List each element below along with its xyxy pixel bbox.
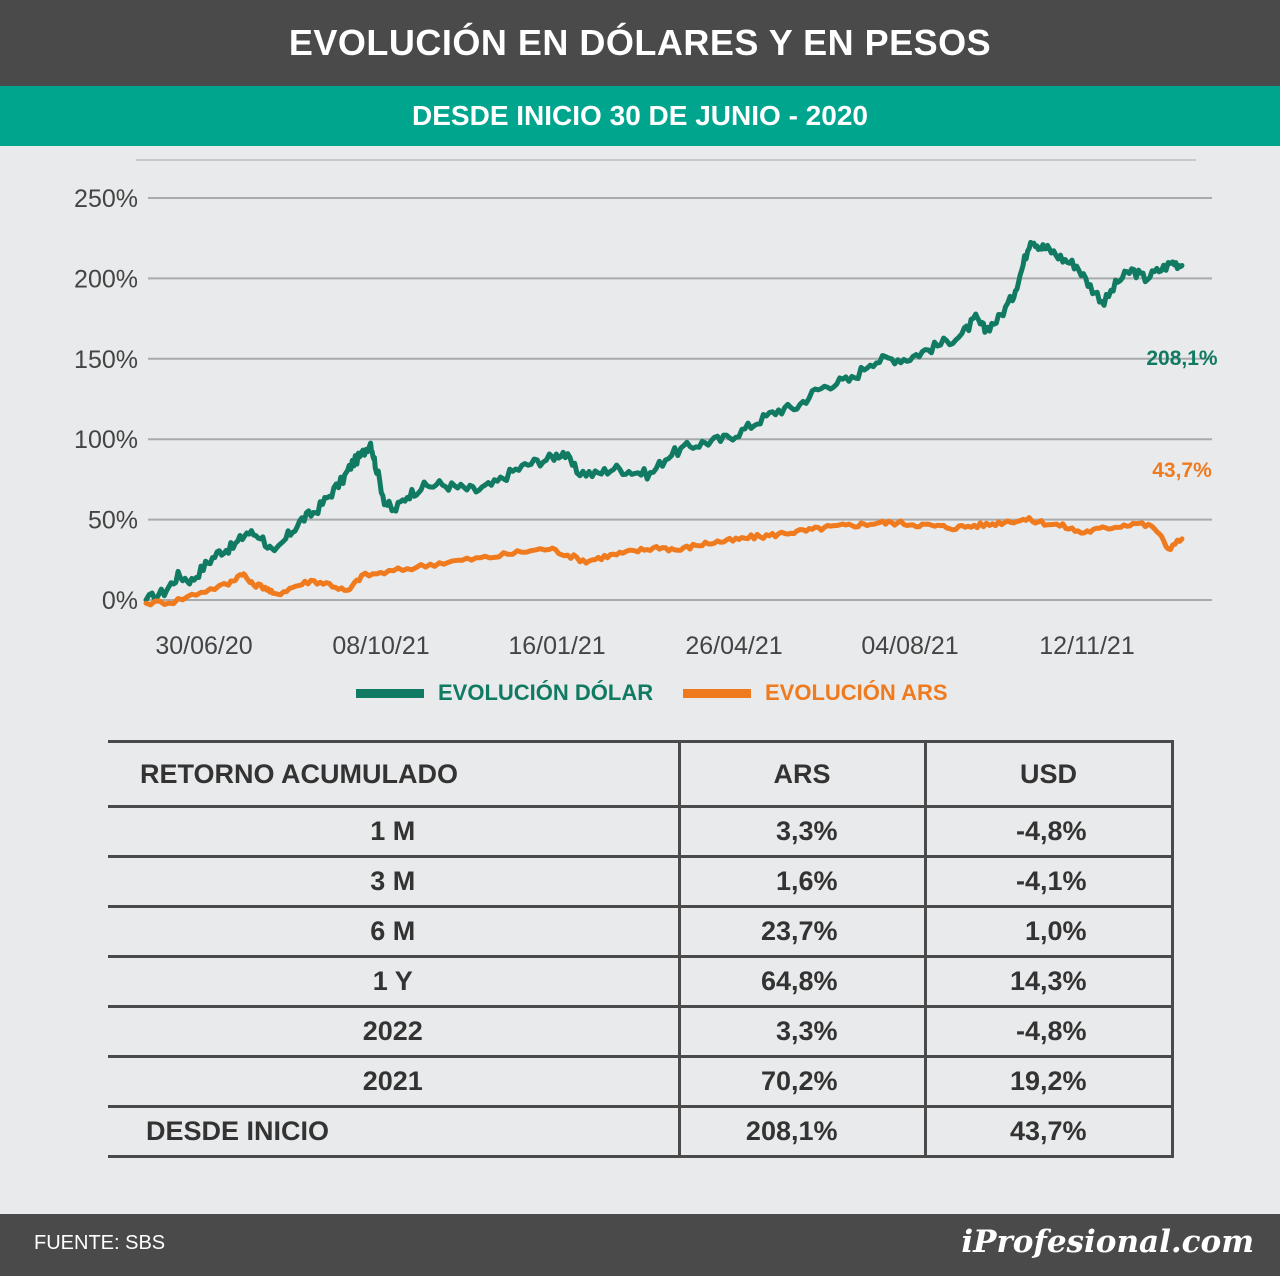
legend-item-ars: EVOLUCIÓN ARS xyxy=(683,680,948,706)
x-tick-label: 26/04/21 xyxy=(685,632,782,660)
row-ars: 1,6% xyxy=(679,855,927,908)
x-tick-label: 12/11/21 xyxy=(1039,632,1134,660)
table-row: 2021 70,2% 19,2% xyxy=(108,1055,1174,1108)
row-ars: 23,7% xyxy=(679,905,927,958)
chart-subtitle: DESDE INICIO 30 DE JUNIO - 2020 xyxy=(0,86,1280,146)
row-label: 6 M xyxy=(108,905,681,958)
table-row: 1 Y 64,8% 14,3% xyxy=(108,955,1174,1008)
row-label: 1 M xyxy=(108,805,681,858)
table-row: DESDE INICIO 208,1% 43,7% xyxy=(108,1105,1174,1158)
header-retorno: RETORNO ACUMULADO xyxy=(108,740,681,808)
y-tick-label: 200% xyxy=(74,265,138,293)
row-label: 1 Y xyxy=(108,955,681,1008)
end-label-usd: 208,1% xyxy=(1146,347,1218,370)
y-tick-label: 150% xyxy=(74,346,138,374)
end-label-ars: 43,7% xyxy=(1152,459,1212,482)
table-header-row: RETORNO ACUMULADO ARS USD xyxy=(108,740,1174,808)
legend-swatch-ars xyxy=(683,688,751,698)
row-usd: -4,1% xyxy=(925,855,1174,908)
row-usd: 19,2% xyxy=(925,1055,1174,1108)
row-label: 2022 xyxy=(108,1005,681,1058)
chart-title: EVOLUCIÓN EN DÓLARES Y EN PESOS xyxy=(0,0,1280,86)
y-tick-label: 0% xyxy=(102,587,138,615)
table-row: 3 M 1,6% -4,1% xyxy=(108,855,1174,908)
row-label: 2021 xyxy=(108,1055,681,1108)
row-usd: 14,3% xyxy=(925,955,1174,1008)
row-label: DESDE INICIO xyxy=(108,1105,681,1158)
source-note: FUENTE: SBS xyxy=(34,1232,166,1254)
row-label: 3 M xyxy=(108,855,681,908)
chart-subtitle-text: DESDE INICIO 30 DE JUNIO - 2020 xyxy=(412,100,868,131)
x-tick-label: 04/08/21 xyxy=(861,632,958,660)
series-line-usd xyxy=(143,239,1185,603)
row-usd: 1,0% xyxy=(925,905,1174,958)
footer-bar: FUENTE: SBS iProfesional.com xyxy=(0,1214,1280,1276)
y-tick-label: 250% xyxy=(74,185,138,213)
row-ars: 64,8% xyxy=(679,955,927,1008)
row-ars: 3,3% xyxy=(679,1005,927,1058)
x-tick-label: 16/01/21 xyxy=(508,632,605,660)
brand-logo: iProfesional.com xyxy=(961,1224,1254,1260)
x-tick-label: 08/10/21 xyxy=(332,632,429,660)
chart-title-text: EVOLUCIÓN EN DÓLARES Y EN PESOS xyxy=(288,22,992,63)
row-ars: 3,3% xyxy=(679,805,927,858)
y-tick-label: 100% xyxy=(74,426,138,454)
legend-item-usd: EVOLUCIÓN DÓLAR xyxy=(356,680,653,706)
returns-table-container: RETORNO ACUMULADO ARS USD 1 M 3,3% -4,8%… xyxy=(108,740,1174,1158)
table-row: 1 M 3,3% -4,8% xyxy=(108,805,1174,858)
y-tick-label: 50% xyxy=(88,507,138,535)
table-row: 2022 3,3% -4,8% xyxy=(108,1005,1174,1058)
row-usd: -4,8% xyxy=(925,1005,1174,1058)
line-chart: 0% 50% 100% 150% 200% 250% 30/06/20 08/10/21 16/… xyxy=(74,159,1218,660)
legend-label-usd: EVOLUCIÓN DÓLAR xyxy=(438,680,654,705)
x-tick-label: 30/06/20 xyxy=(155,632,252,660)
chart-legend: EVOLUCIÓN DÓLAR EVOLUCIÓN ARS xyxy=(0,680,1280,714)
header-usd: USD xyxy=(925,740,1174,808)
row-usd: 43,7% xyxy=(925,1105,1174,1158)
row-ars: 208,1% xyxy=(679,1105,927,1158)
returns-table: RETORNO ACUMULADO ARS USD 1 M 3,3% -4,8%… xyxy=(108,740,1174,1158)
header-ars: ARS xyxy=(679,740,927,808)
row-usd: -4,8% xyxy=(925,805,1174,858)
series-line-ars xyxy=(143,515,1185,608)
table-row: 6 M 23,7% 1,0% xyxy=(108,905,1174,958)
row-ars: 70,2% xyxy=(679,1055,927,1108)
legend-label-ars: EVOLUCIÓN ARS xyxy=(765,680,948,705)
legend-swatch-usd xyxy=(356,688,424,698)
